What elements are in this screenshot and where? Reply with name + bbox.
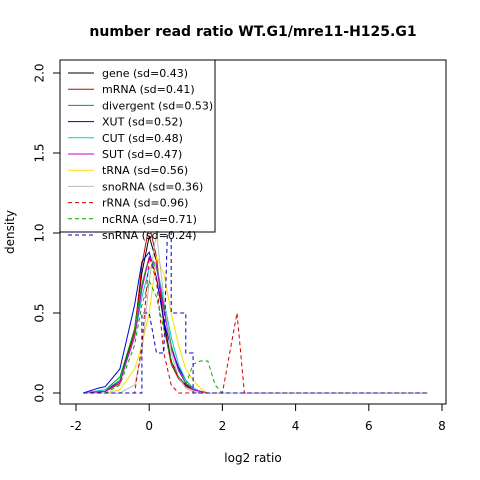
plot-area (83, 224, 428, 394)
legend-label: XUT (sd=0.52) (102, 116, 183, 129)
x-tick-label: 6 (365, 419, 373, 433)
legend-box (59, 59, 216, 233)
y-axis: 0.0 0.5 1.0 1.5 2.0 (33, 63, 61, 403)
legend-label: snRNA (sd=0.24) (102, 229, 197, 242)
x-tick-label: 4 (292, 419, 300, 433)
x-tick-label: -2 (70, 419, 82, 433)
chart-title: number read ratio WT.G1/mre11-H125.G1 (89, 24, 416, 40)
x-axis: -2 0 2 4 6 8 (70, 403, 446, 433)
legend-label: CUT (sd=0.48) (102, 132, 183, 145)
series-line-2 (83, 255, 428, 394)
legend-label: rRNA (sd=0.96) (102, 197, 188, 210)
series-line-0 (83, 236, 428, 394)
legend: gene (sd=0.43) mRNA (sd=0.41) divergent (s… (59, 59, 216, 242)
y-tick-label: 2.0 (33, 63, 47, 82)
x-tick-label: 0 (145, 419, 153, 433)
x-tick-label: 2 (219, 419, 227, 433)
y-tick-label: 0.5 (33, 303, 47, 322)
x-tick-label: 8 (438, 419, 446, 433)
legend-label: divergent (sd=0.53) (102, 99, 213, 112)
x-axis-label: log2 ratio (224, 451, 281, 465)
series-line-9 (83, 279, 428, 394)
series-line-3 (83, 251, 428, 394)
legend-label: SUT (sd=0.47) (102, 148, 182, 161)
legend-label: gene (sd=0.43) (102, 67, 188, 80)
series-line-8 (83, 256, 428, 394)
legend-label: snoRNA (sd=0.36) (102, 180, 203, 193)
y-axis-label: density (3, 210, 17, 254)
y-tick-label: 1.5 (33, 143, 47, 162)
y-tick-label: 0.0 (33, 383, 47, 402)
y-tick-label: 1.0 (33, 223, 47, 242)
legend-label: mRNA (sd=0.41) (102, 83, 195, 96)
legend-label: tRNA (sd=0.56) (102, 164, 188, 177)
legend-label: ncRNA (sd=0.71) (102, 213, 197, 226)
